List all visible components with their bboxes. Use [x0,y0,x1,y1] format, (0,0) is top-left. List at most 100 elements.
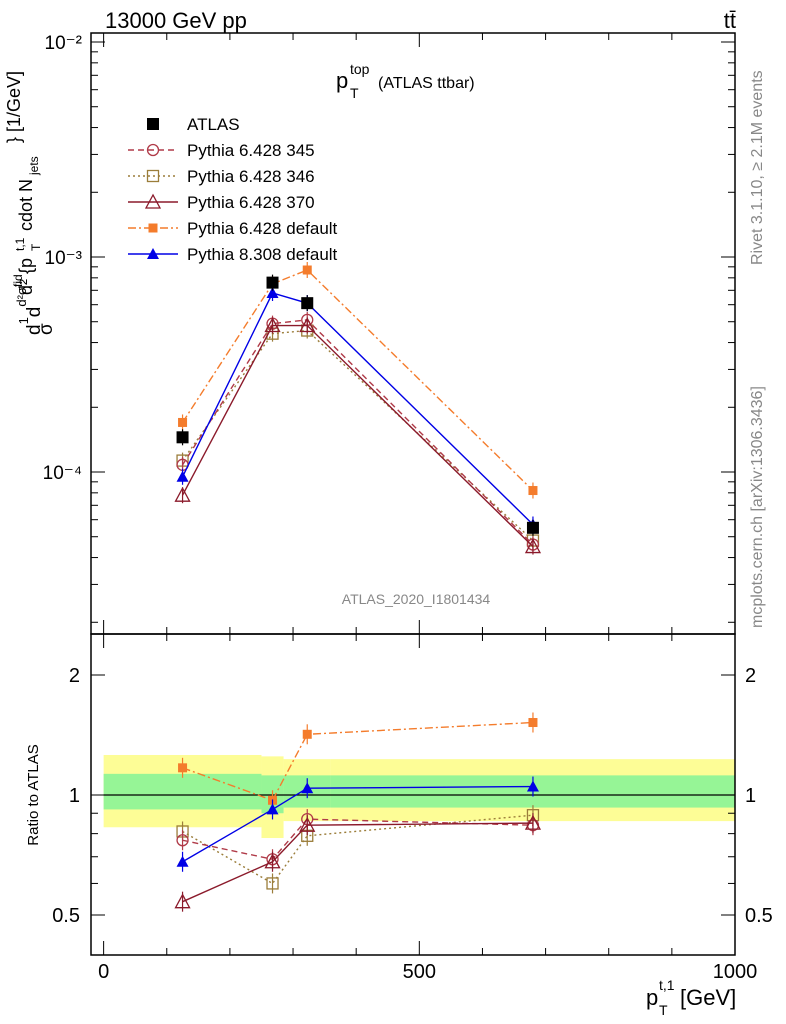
svg-text:T: T [659,1002,668,1018]
series-pythia-6-428-370 [174,317,542,555]
marker [146,169,160,183]
svg-text:} [1/GeV]: } [1/GeV] [4,71,24,143]
marker [266,287,279,299]
main-title-sub: T [350,85,359,101]
legend-item: Pythia 6.428 default [128,219,338,238]
svg-text:[GeV]: [GeV] [680,985,736,1010]
series-line [181,319,534,546]
ratio-line [182,721,533,802]
x-tick-label: 500 [403,961,436,983]
legend-label: Pythia 6.428 346 [187,167,315,186]
marker [266,803,279,815]
marker [147,118,159,130]
series-pythia-8-308-default [176,285,539,533]
legend-label: Pythia 6.428 370 [187,193,315,212]
marker [176,855,189,867]
svg-text:t,1: t,1 [659,977,675,993]
svg-text:t,1: t,1 [13,237,27,251]
series-line [181,324,534,548]
marker [176,834,189,847]
marker [528,486,538,496]
legend-label: Pythia 6.428 345 [187,141,315,160]
rivet-label: Rivet 3.1.10, ≥ 2.1M events [749,70,766,265]
ratio-y-tick-label-right: 0.5 [745,905,773,927]
marker [148,223,158,233]
main-title-suffix: (ATLAS ttbar) [378,75,475,92]
legend-item: Pythia 6.428 345 [128,141,315,160]
mcplots-label: mcplots.cern.ch [arXiv:1306.3436] [749,386,766,628]
series-atlas [176,274,539,536]
marker [176,470,189,482]
svg-text:p: p [646,985,658,1010]
svg-text:σ: σ [36,323,57,335]
ratio-y-tick-label-right: 1 [745,785,756,807]
marker [178,417,188,427]
main-title-sup: top [350,61,370,77]
marker [264,853,281,869]
analysis-tag: ATLAS_2020_I1801434 [342,591,491,607]
svg-text:jets: jets [27,156,41,176]
y-tick-label: 10⁻³ [45,248,83,269]
marker [301,782,314,794]
green-band [103,773,262,810]
marker [299,317,316,333]
y-tick-label: 10⁻⁴ [43,463,82,484]
legend-item: Pythia 6.428 370 [128,193,315,212]
ratio-line [182,814,534,885]
series-pythia-6-428-default [178,262,538,499]
header-right: tt̄ [724,8,736,33]
marker [146,143,160,157]
legend-item: Pythia 6.428 346 [128,167,315,186]
marker [144,193,162,209]
series-line [181,269,534,492]
marker [147,248,159,259]
series-line [181,329,534,542]
axes: 0 500 1000 10⁻⁴ 10⁻³ 10⁻² 0.5 0.5 1 1 2 2 [43,32,773,983]
marker [526,780,539,792]
main-title: p top T (ATLAS ttbar) [336,61,475,101]
ratio-y-tick-label: 1 [69,785,80,807]
legend-label: Pythia 6.428 default [187,219,338,238]
marker [266,276,279,289]
ratio-y-tick-label: 2 [69,665,80,687]
marker [176,431,189,444]
marker [299,816,316,832]
marker [174,893,191,909]
ratio-series [174,712,542,912]
marker [524,538,542,554]
ratio-line [182,822,533,903]
marker [264,317,281,333]
header-left: 13000 GeV pp [105,8,247,33]
svg-text:T: T [29,243,43,251]
ratio-line [182,818,533,861]
ratio-series-pythia-6-428-370 [174,813,542,912]
marker [302,265,312,275]
legend-label: Pythia 8.308 default [187,245,338,264]
ratio-line [182,785,533,863]
marker [524,814,542,830]
legend-item: ATLAS [147,115,240,134]
series-pythia-6-428-346 [176,322,540,549]
legend-item: Pythia 8.308 default [128,245,338,264]
x-tick-label: 1000 [713,961,758,983]
marker [302,729,312,739]
marker [526,521,539,534]
series-pythia-6-428-345 [176,311,540,553]
ratio-ylabel: Ratio to ATLAS [25,744,42,845]
marker [178,763,188,773]
y-tick-label: 10⁻² [45,33,83,54]
svg-text:cdot N: cdot N [16,179,36,231]
ratio-y-tick-label: 0.5 [52,905,80,927]
marker [301,297,314,310]
main-title-base: p [336,68,348,93]
marker [266,877,279,890]
series-line [181,292,534,525]
main-ylabel: d1dd²σfid σ d² {p T t,1 cdot N jets } [1… [4,71,57,335]
marker [528,718,538,728]
x-tick-label: 0 [98,961,109,983]
marker [174,486,191,502]
legend: ATLAS Pythia 6.428 345 Pythia 6.428 346 Pyt… [128,115,338,264]
svg-text:d² {p: d² {p [16,258,36,295]
x-axis-label: p T t,1 [GeV] [646,977,736,1018]
